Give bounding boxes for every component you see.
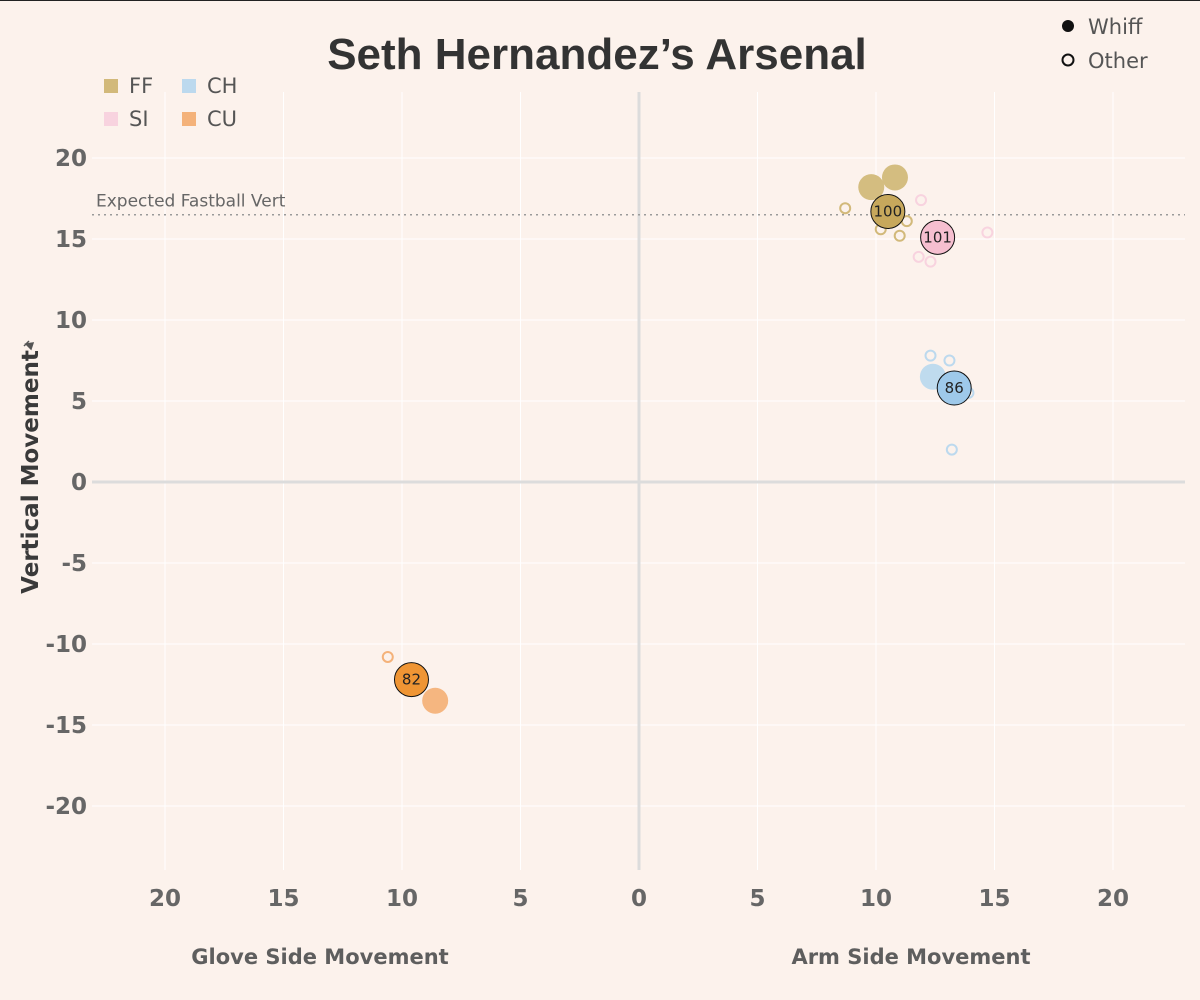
zero-axes bbox=[92, 92, 1185, 870]
y-tick-label: -20 bbox=[45, 794, 87, 820]
pitch-point-other bbox=[943, 354, 956, 367]
pitch-point-other bbox=[915, 194, 928, 207]
pitch-point-other bbox=[945, 443, 958, 456]
tick-labels: 20 15 10 5 0 5 10 15 20 20 15 10 5 0 -5 -10 -15 -20 bbox=[45, 146, 1129, 912]
expected-fastball-label: Expected Fastball Vert bbox=[96, 192, 286, 212]
y-tick-label: -5 bbox=[61, 551, 87, 577]
pitch-point-other bbox=[839, 202, 852, 215]
average-marker-cu bbox=[393, 662, 429, 698]
x-tick-label: 15 bbox=[267, 886, 299, 912]
pitch-points bbox=[381, 164, 994, 714]
pitch-point-other bbox=[924, 255, 937, 268]
y-tick-label: 15 bbox=[55, 227, 87, 253]
x-tick-label: 10 bbox=[860, 886, 892, 912]
top-border bbox=[0, 0, 1200, 1]
x-tick-label: 5 bbox=[512, 886, 528, 912]
result-legend: Whiff Other bbox=[1061, 15, 1148, 73]
legend-label-ch: CH bbox=[207, 74, 237, 98]
y-tick-label: 10 bbox=[55, 308, 87, 334]
average-marker-si bbox=[920, 219, 956, 255]
y-tick-label: -15 bbox=[45, 713, 87, 739]
y-tick-label: 0 bbox=[71, 470, 87, 496]
x-tick-label: 20 bbox=[149, 886, 181, 912]
y-tick-label: 5 bbox=[71, 389, 87, 415]
legend-swatch-si bbox=[104, 112, 118, 126]
pitch-point-other bbox=[893, 229, 906, 242]
legend-label-si: SI bbox=[129, 107, 149, 131]
result-legend-label: Whiff bbox=[1088, 15, 1143, 39]
pin-icon bbox=[23, 340, 35, 351]
y-tick-label: 20 bbox=[55, 146, 87, 172]
x-tick-label: 10 bbox=[386, 886, 418, 912]
x-tick-label: 0 bbox=[631, 886, 647, 912]
other-legend-icon bbox=[1061, 53, 1075, 67]
average-marker-ch bbox=[936, 370, 972, 406]
y-tick-label: -10 bbox=[45, 632, 87, 658]
pitch-point-whiff bbox=[881, 164, 908, 191]
x-axis-label-right: Arm Side Movement bbox=[791, 945, 1030, 969]
x-tick-label: 5 bbox=[749, 886, 765, 912]
result-legend-label: Other bbox=[1088, 49, 1148, 73]
pitch-point-other bbox=[912, 250, 925, 263]
y-axis-label: Vertical Movement bbox=[18, 350, 44, 594]
whiff-legend-icon bbox=[1062, 20, 1074, 32]
reference-line-group: Expected Fastball Vert bbox=[92, 192, 1185, 216]
legend-swatch-ff bbox=[104, 79, 118, 93]
average-velo-label: 86 bbox=[945, 379, 964, 397]
legend-swatch-ch bbox=[182, 79, 196, 93]
legend-swatch-cu bbox=[182, 112, 196, 126]
x-tick-label: 20 bbox=[1097, 886, 1129, 912]
pitch-point-whiff bbox=[858, 174, 885, 201]
average-velo-label: 82 bbox=[402, 671, 421, 689]
average-velo-label: 100 bbox=[874, 202, 903, 220]
average-marker-ff bbox=[870, 193, 906, 229]
chart-title: Seth Hernandez’s Arsenal bbox=[327, 30, 867, 79]
pitch-point-other bbox=[981, 226, 994, 239]
average-markers: 100 101 86 82 bbox=[393, 193, 972, 698]
x-tick-label: 15 bbox=[978, 886, 1010, 912]
legend-label-cu: CU bbox=[207, 107, 237, 131]
x-axis-label-left: Glove Side Movement bbox=[191, 945, 448, 969]
pitch-point-whiff bbox=[422, 687, 449, 714]
average-velo-label: 101 bbox=[923, 228, 952, 246]
pitch-point-other bbox=[924, 349, 937, 362]
pitch-type-legend: FF CH SI CU bbox=[104, 74, 237, 131]
legend-label-ff: FF bbox=[129, 74, 153, 98]
pitch-point-other bbox=[381, 650, 394, 663]
